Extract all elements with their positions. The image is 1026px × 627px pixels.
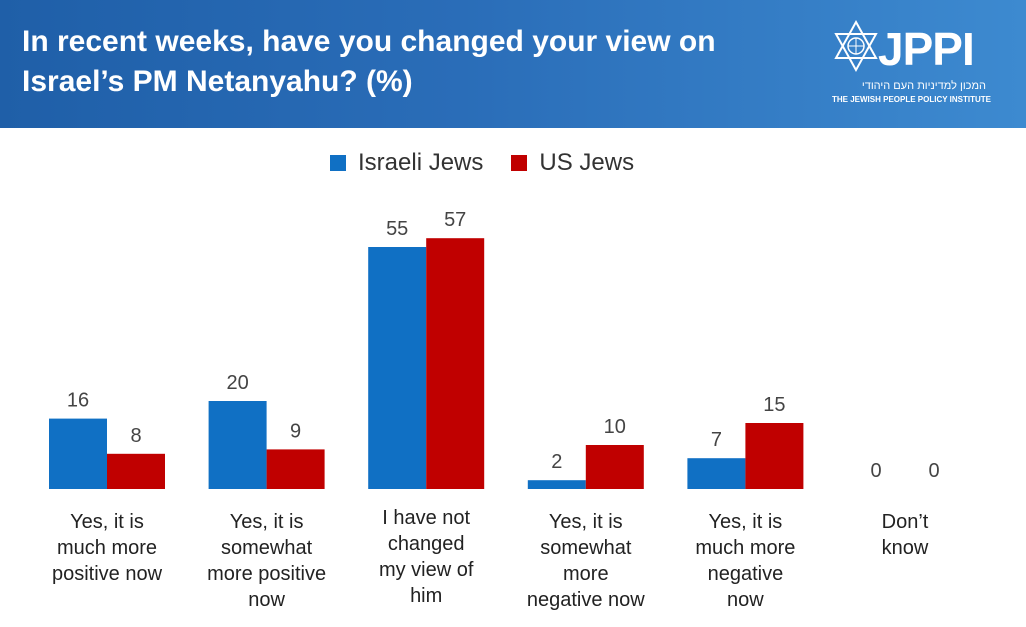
bar-israeli-jews-1: [49, 418, 107, 489]
data-label-israeli-jews-1: 16: [67, 390, 89, 412]
bar-us-jews-5: [745, 423, 804, 489]
bar-israeli-jews-3: [368, 247, 427, 489]
bar-us-jews-3: [426, 238, 485, 489]
chart-title: In recent weeks, have you changed your v…: [22, 22, 782, 102]
category-label-6: Don’t know: [881, 511, 929, 559]
logo-wordmark: JPPI: [878, 23, 975, 75]
logo-english-text: THE JEWISH PEOPLE POLICY INSTITUTE: [832, 95, 991, 104]
legend-label-us-jews: US Jews: [539, 149, 635, 176]
data-label-us-jews-6: 0: [928, 460, 939, 482]
title-line-1: In recent weeks, have you changed your v…: [22, 25, 716, 58]
category-label-2: Yes, it is somewhat more positive now: [207, 511, 327, 611]
bar-us-jews-1: [107, 453, 165, 489]
data-label-us-jews-4: 10: [604, 416, 626, 438]
bar-israeli-jews-2: [208, 401, 267, 489]
data-label-us-jews-2: 9: [290, 420, 301, 442]
category-label-1: Yes, it is much more positive now: [51, 511, 163, 585]
bar-israeli-jews-4: [527, 480, 586, 489]
data-label-israeli-jews-4: 2: [551, 451, 562, 473]
data-label-us-jews-5: 15: [763, 394, 785, 416]
star-of-david-icon: [834, 19, 878, 73]
legend-swatch-us-jews: [511, 155, 528, 171]
data-label-us-jews-3: 57: [444, 209, 466, 231]
legend-label-israeli-jews: Israeli Jews: [358, 149, 484, 176]
title-line-2: Israel’s PM Netanyahu? (%): [22, 65, 413, 98]
bar-israeli-jews-5: [687, 458, 746, 489]
legend-item-us-jews: US Jews: [511, 149, 634, 177]
legend-swatch-israeli-jews: [330, 155, 346, 171]
category-label-5: Yes, it is much more negative now: [695, 511, 796, 611]
chart-legend: Israeli Jews US Jews: [330, 148, 634, 178]
category-label-4: Yes, it is somewhat more negative now: [526, 511, 645, 611]
bar-us-jews-4: [585, 445, 644, 489]
data-label-israeli-jews-5: 7: [711, 429, 722, 451]
logo-hebrew-text: המכון למדיניות העם היהודי: [861, 80, 986, 92]
data-label-israeli-jews-6: 0: [870, 460, 881, 482]
data-label-israeli-jews-3: 55: [386, 218, 408, 240]
legend-item-israeli-jews: Israeli Jews: [330, 149, 483, 177]
data-label-israeli-jews-2: 20: [226, 372, 248, 394]
data-label-us-jews-1: 8: [130, 425, 141, 447]
jppi-logo: JPPI המכון למדיניות העם היהודי THE JEWIS…: [832, 18, 1002, 110]
bar-us-jews-2: [266, 449, 325, 489]
category-label-3: I have not changed my view of him: [378, 507, 474, 607]
header-banner: In recent weeks, have you changed your v…: [0, 0, 1026, 128]
